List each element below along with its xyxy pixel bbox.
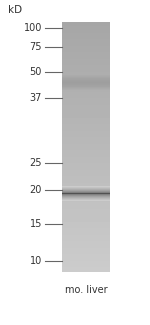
Text: 15: 15 bbox=[30, 219, 42, 229]
Text: mo. liver: mo. liver bbox=[65, 285, 107, 295]
Text: 25: 25 bbox=[30, 158, 42, 168]
Text: kD: kD bbox=[8, 5, 22, 15]
Text: 100: 100 bbox=[24, 23, 42, 33]
Text: 75: 75 bbox=[30, 42, 42, 52]
Text: 20: 20 bbox=[30, 185, 42, 195]
Text: 50: 50 bbox=[30, 67, 42, 77]
Text: 37: 37 bbox=[30, 93, 42, 103]
Text: 10: 10 bbox=[30, 256, 42, 266]
